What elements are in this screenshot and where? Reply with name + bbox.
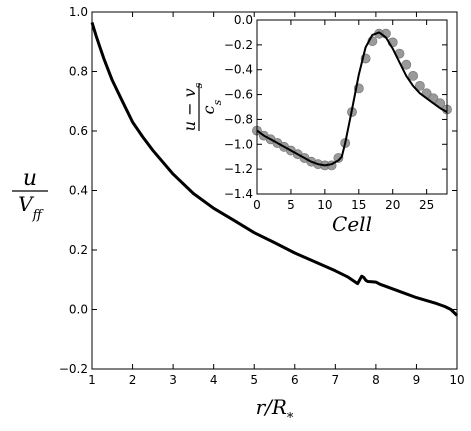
main-ylabel-denominator: Vff: [18, 192, 44, 223]
main-xtick-label: 2: [129, 373, 137, 387]
main-ytick-label: 0.0: [69, 303, 88, 317]
inset-plot: 0 5 10 15 20 25 −1.4 −1.2 −1.0 −0.8 −0.6 −0.4 −0.2 0.…: [180, 13, 452, 236]
inset-xtick-label: 0: [253, 198, 261, 212]
inset-data-point: [414, 81, 425, 91]
main-ytick-label: 0.6: [69, 124, 88, 138]
main-ytick-label: 0.2: [69, 243, 88, 257]
inset-ytick-label: −0.2: [224, 38, 253, 52]
inset-ylabel-denominator: cs: [199, 99, 224, 114]
main-ytick-label: 0.4: [69, 184, 88, 198]
inset-plot-frame: [256, 19, 448, 195]
inset-xlabel: Cell: [332, 212, 372, 236]
main-ytick-label: −0.2: [59, 362, 88, 376]
main-xtick-label: 9: [413, 373, 421, 387]
inset-ytick-label: −0.8: [224, 112, 253, 126]
main-xtick-label: 7: [332, 373, 340, 387]
inset-ytick-label: −0.6: [224, 88, 253, 102]
main-xtick-label: 5: [250, 373, 258, 387]
inset-xtick-label: 15: [351, 198, 366, 212]
inset-series-line: [256, 31, 448, 167]
main-xtick-label: 8: [372, 373, 380, 387]
inset-xtick-label: 10: [317, 198, 332, 212]
inset-ytick-label: −1.0: [224, 137, 253, 151]
main-ylabel-numerator: u: [23, 166, 37, 191]
inset-xtick-label: 5: [287, 198, 295, 212]
inset-xtick-label: 20: [385, 198, 400, 212]
main-xtick-label: 4: [210, 373, 218, 387]
main-ytick-label: 0.8: [69, 65, 88, 79]
main-plot-frame: [91, 11, 458, 370]
inset-ytick-label: −0.4: [224, 63, 253, 77]
inset-xtick-label: 25: [419, 198, 434, 212]
main-xtick-label: 3: [169, 373, 177, 387]
inset-ytick-label: −1.2: [224, 162, 253, 176]
main-series-line: [90, 21, 459, 317]
main-xtick-label: 1: [88, 373, 96, 387]
main-ytick-label: 1.0: [69, 5, 88, 19]
inset-ytick-label: 0.0: [234, 13, 253, 27]
inset-data-point: [333, 153, 344, 163]
inset-ytick-label: −1.4: [224, 187, 253, 201]
inset-data-point: [408, 71, 418, 81]
main-xtick-label: 6: [291, 373, 299, 387]
main-xlabel: r/R*: [256, 395, 294, 426]
main-xtick-label: 10: [449, 373, 464, 387]
main-plot: 1 2 3 4 5 6 7 8 9 10 −0.2 0.0 0.2 0.4 0.6 0.8 1.0 r/R* uVf…: [12, 5, 465, 426]
